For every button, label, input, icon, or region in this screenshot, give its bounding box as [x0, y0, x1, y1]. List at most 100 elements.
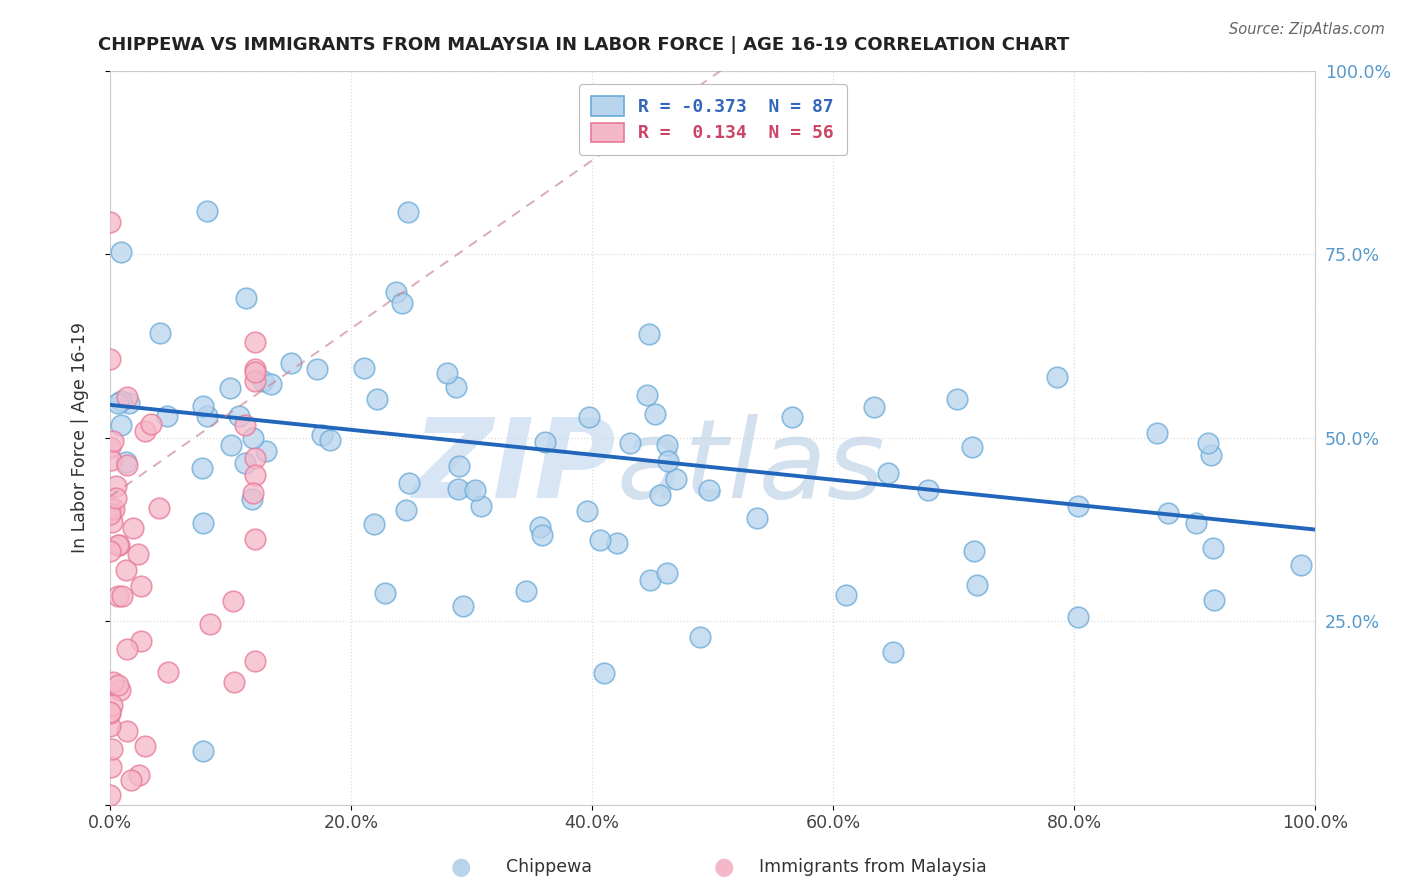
Point: [534, 434, 557, 449]
Point: [243, 334, 266, 349]
Point: [141, 417, 163, 432]
Point: [101, 741, 124, 756]
Point: [593, 665, 616, 680]
Point: [398, 475, 420, 490]
Point: [105, 491, 128, 506]
Point: [120, 772, 142, 787]
Point: [1067, 499, 1090, 513]
Point: [110, 417, 132, 432]
Point: [98, 215, 121, 229]
Point: [689, 630, 711, 644]
Point: [243, 467, 266, 482]
Point: [190, 461, 212, 475]
Point: [98, 507, 121, 521]
Legend: R = -0.373  N = 87, R =  0.134  N = 56: R = -0.373 N = 87, R = 0.134 N = 56: [579, 84, 846, 155]
Point: [863, 400, 886, 414]
Point: [115, 455, 138, 469]
Point: [1289, 558, 1312, 572]
Point: [222, 675, 245, 690]
Point: [107, 678, 129, 692]
Point: [105, 479, 128, 493]
Point: [395, 503, 418, 517]
Point: [98, 440, 121, 454]
Point: [636, 388, 658, 402]
Point: [115, 724, 138, 739]
Point: [578, 410, 600, 425]
Point: [470, 499, 492, 513]
Point: [353, 360, 375, 375]
Point: [1156, 506, 1178, 520]
Point: [447, 482, 470, 496]
Point: [110, 245, 132, 260]
Point: [747, 510, 769, 524]
Point: [101, 675, 124, 690]
Point: [243, 532, 266, 546]
Point: [149, 326, 172, 341]
Point: [960, 440, 983, 454]
Point: [515, 583, 537, 598]
Point: [134, 424, 156, 438]
Point: [219, 438, 242, 452]
Point: [107, 396, 129, 410]
Point: [114, 563, 136, 577]
Point: [129, 579, 152, 593]
Point: [963, 544, 986, 558]
Point: [1201, 448, 1223, 462]
Point: [100, 760, 122, 774]
Point: [100, 500, 122, 514]
Point: [118, 396, 141, 410]
Point: [100, 452, 122, 467]
Point: [835, 588, 858, 602]
Point: [228, 409, 250, 424]
Point: [101, 698, 124, 712]
Point: [589, 533, 612, 547]
Point: [657, 454, 679, 468]
Point: [1046, 369, 1069, 384]
Text: ●: ●: [451, 855, 471, 879]
Text: ●: ●: [714, 855, 734, 879]
Point: [100, 502, 122, 516]
Point: [222, 594, 245, 608]
Point: [242, 486, 264, 500]
Point: [233, 417, 256, 432]
Point: [644, 408, 666, 422]
Point: [451, 599, 474, 613]
Point: [311, 427, 333, 442]
Point: [98, 719, 121, 733]
Point: [966, 577, 988, 591]
Point: [101, 515, 124, 529]
Point: [882, 645, 904, 659]
Point: [464, 483, 486, 498]
Point: [242, 430, 264, 444]
Point: [107, 589, 129, 603]
Point: [529, 520, 551, 534]
Point: [385, 285, 408, 300]
Point: [1185, 516, 1208, 530]
Point: [191, 744, 214, 758]
Point: [110, 394, 132, 409]
Point: [128, 768, 150, 782]
Point: [319, 434, 342, 448]
Point: [280, 356, 302, 370]
Point: [191, 399, 214, 413]
Point: [131, 634, 153, 648]
Point: [111, 590, 134, 604]
Point: [98, 788, 121, 802]
Point: [252, 374, 274, 388]
Point: [117, 390, 139, 404]
Point: [1202, 541, 1225, 556]
Point: [195, 204, 218, 219]
Point: [233, 456, 256, 470]
Text: atlas: atlas: [616, 414, 884, 521]
Point: [648, 488, 671, 502]
Point: [195, 409, 218, 423]
Point: [134, 739, 156, 754]
Point: [98, 544, 121, 558]
Point: [108, 682, 131, 697]
Point: [243, 365, 266, 379]
Point: [156, 409, 179, 424]
Point: [638, 326, 661, 341]
Point: [374, 586, 396, 600]
Point: [606, 536, 628, 550]
Point: [640, 573, 662, 587]
